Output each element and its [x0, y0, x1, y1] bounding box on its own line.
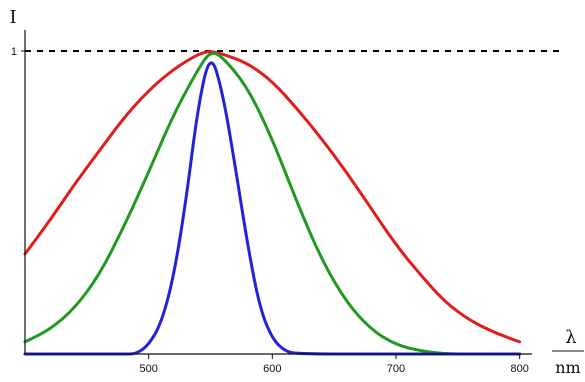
series-layer: [23, 50, 522, 356]
ticks-layer: 500 600 700 800 1: [11, 46, 529, 375]
series-line-2: [23, 51, 522, 356]
series-line-1: [23, 50, 522, 344]
axes-layer: [24, 30, 532, 355]
x-tick-label: 600: [263, 363, 281, 375]
y-axis-title: I: [9, 7, 16, 28]
x-axis-unit: nm: [555, 358, 580, 377]
x-axis-title: λ: [565, 327, 576, 348]
y-tick-label: 1: [11, 46, 17, 58]
x-tick-label: 700: [387, 363, 405, 375]
x-tick-label: 800: [510, 363, 528, 375]
series-line-3: [23, 61, 522, 356]
x-tick-label: 500: [139, 363, 157, 375]
